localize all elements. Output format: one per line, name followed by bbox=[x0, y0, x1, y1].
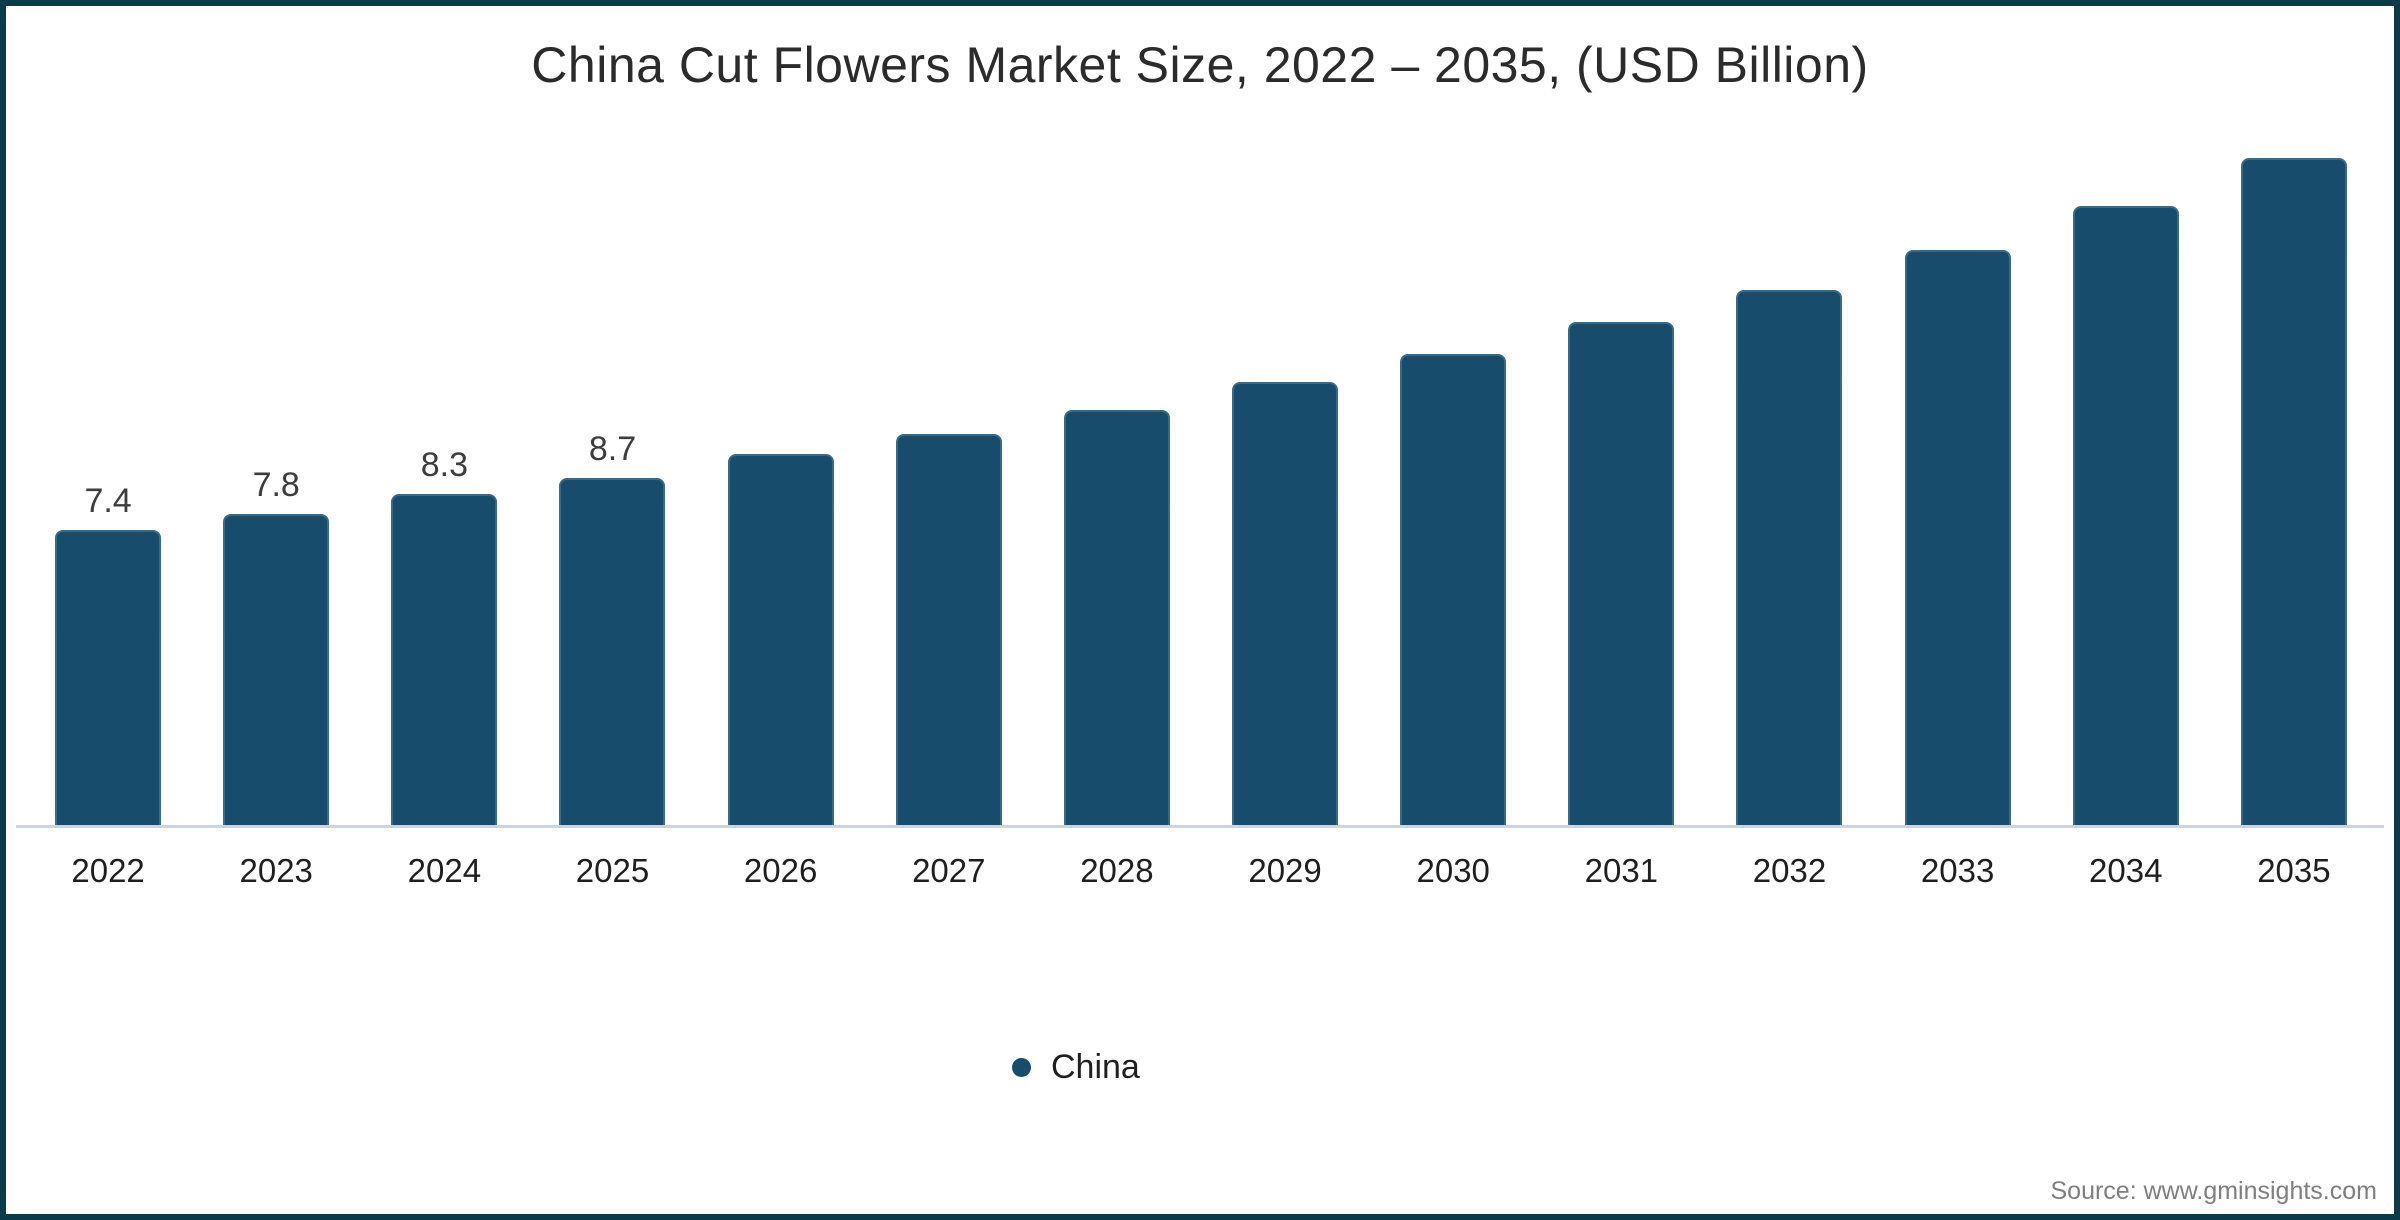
bar-2035 bbox=[2240, 158, 2347, 826]
bar-group-2024: 8.3 bbox=[360, 6, 528, 826]
x-axis-label-2030: 2030 bbox=[1416, 852, 1490, 889]
bar-group-2035 bbox=[2210, 6, 2378, 826]
bar-2029 bbox=[1232, 382, 1339, 826]
bar-group-2027 bbox=[865, 6, 1033, 826]
x-axis-label-2023: 2023 bbox=[239, 852, 313, 889]
bar-group-2026 bbox=[697, 6, 865, 826]
bar-2026 bbox=[727, 454, 834, 826]
bar-group-2032 bbox=[1705, 6, 1873, 826]
x-axis-label-2034: 2034 bbox=[2089, 852, 2163, 889]
x-axis-label-2022: 2022 bbox=[71, 852, 145, 889]
bar-value-label-2025: 8.7 bbox=[588, 430, 637, 468]
x-axis-label-2025: 2025 bbox=[575, 852, 650, 889]
x-axis-label-2026: 2026 bbox=[743, 852, 818, 889]
bar-group-2030 bbox=[1369, 6, 1537, 826]
bar-2027 bbox=[895, 434, 1002, 826]
bar-value-label-2023: 7.8 bbox=[252, 466, 300, 504]
x-axis-label-2024: 2024 bbox=[407, 852, 482, 889]
bar-group-2022: 7.4 bbox=[24, 6, 192, 826]
bar-value-label-2022: 7.4 bbox=[84, 482, 132, 520]
bar-2030 bbox=[1400, 354, 1507, 826]
x-axis-label-2032: 2032 bbox=[1752, 852, 1827, 889]
x-axis-label-2033: 2033 bbox=[1920, 852, 1995, 889]
bar-group-2034 bbox=[2042, 6, 2210, 826]
legend-label: China bbox=[1051, 1048, 1140, 1086]
bar-group-2031 bbox=[1537, 6, 1705, 826]
legend: China bbox=[1012, 1050, 1140, 1084]
legend-marker-icon bbox=[1012, 1057, 1031, 1077]
x-axis-label-2029: 2029 bbox=[1248, 852, 1322, 889]
x-axis-label-2031: 2031 bbox=[1584, 852, 1659, 889]
bar-group-2025: 8.7 bbox=[528, 6, 696, 826]
plot-area: 7.4 7.8 8.3 8.7 bbox=[24, 6, 2378, 826]
x-axis-line bbox=[16, 825, 2384, 828]
bar-2034 bbox=[2072, 206, 2179, 826]
bar-value-label-2024: 8.3 bbox=[420, 446, 468, 484]
x-axis-label-2028: 2028 bbox=[1080, 852, 1154, 889]
bar-group-2033 bbox=[1874, 6, 2042, 826]
bar-2032 bbox=[1736, 290, 1843, 826]
bar-2024 bbox=[391, 494, 498, 826]
x-axis-label-2027: 2027 bbox=[912, 852, 986, 889]
x-axis-labels: 2022 2023 2024 2025 2026 2027 2028 2029 2030 2031… bbox=[24, 852, 2378, 890]
bar-2025 bbox=[559, 478, 666, 826]
chart-title: China Cut Flowers Market Size, 2022 – 20… bbox=[531, 37, 1869, 93]
bar-group-2029 bbox=[1201, 6, 1369, 826]
bar-2033 bbox=[1904, 250, 2011, 826]
bar-2028 bbox=[1063, 410, 1170, 826]
source-note: Source: www.gminsights.com bbox=[2050, 1177, 2377, 1205]
bar-group-2023: 7.8 bbox=[192, 6, 360, 826]
bar-2023 bbox=[223, 514, 330, 826]
bar-group-2028 bbox=[1033, 6, 1201, 826]
bar-2031 bbox=[1568, 322, 1675, 826]
bar-2022 bbox=[55, 530, 162, 826]
x-axis-label-2035: 2035 bbox=[2257, 852, 2331, 889]
